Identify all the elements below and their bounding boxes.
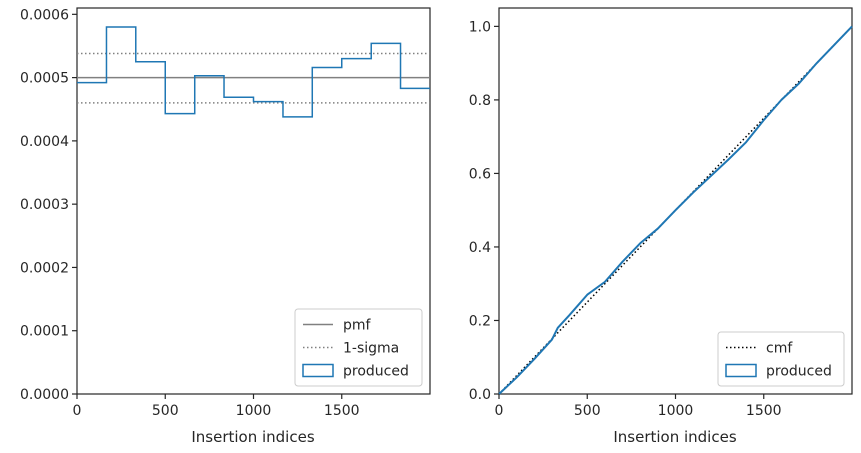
x-axis-label: Insertion indices <box>613 428 736 446</box>
y-tick-label: 0.4 <box>469 240 491 256</box>
legend-swatch-produced <box>302 363 334 378</box>
x-tick-label: 1500 <box>324 403 360 419</box>
legend-label-produced: produced <box>766 364 832 380</box>
x-tick-label: 0 <box>495 403 504 419</box>
legend-label-pmf: pmf <box>343 318 372 334</box>
histogram-step <box>77 26 430 118</box>
legend-box <box>294 308 423 387</box>
x-tick-label: 500 <box>152 403 179 419</box>
y-tick-label: 0.0005 <box>20 71 69 87</box>
x-tick-label: 1000 <box>236 403 272 419</box>
x-tick-label: 0 <box>73 403 82 419</box>
legend: cmf produced <box>717 331 845 387</box>
y-tick-label: 0.0001 <box>20 324 69 340</box>
legend-label-cmf: cmf <box>766 341 793 357</box>
y-tick-label: 0.8 <box>469 93 491 109</box>
x-axis-label: Insertion indices <box>191 428 314 446</box>
histogram-group <box>77 26 430 118</box>
y-tick-label: 0.0002 <box>20 260 69 276</box>
cmf-chart: 0 500 1000 1500 0.0 0.2 0.4 0.6 0.8 1.0 Insertio… <box>469 7 853 446</box>
y-ticks: 0.0000 0.0001 0.0002 0.0003 0.0004 0.0005 0.00… <box>20 7 77 403</box>
y-tick-label: 0.0004 <box>20 134 69 150</box>
sigma-lines <box>77 52 430 104</box>
legend: pmf 1-sigma produced <box>294 308 423 387</box>
y-tick-label: 0.0006 <box>20 7 69 23</box>
y-tick-label: 0.6 <box>469 166 491 182</box>
y-tick-label: 0.0003 <box>20 197 69 213</box>
pmf-chart: 0 500 1000 1500 0.00000.00010.00020.00030.0… <box>20 7 431 446</box>
legend-label-1-sigma: 1-sigma <box>343 341 399 357</box>
x-ticks: 0 500 1000 1500 <box>73 394 360 419</box>
y-tick-label: 0.0000 <box>20 387 69 403</box>
x-tick-label: 1500 <box>746 403 782 419</box>
legend-box <box>717 331 845 387</box>
x-tick-label: 500 <box>574 403 601 419</box>
produced-line <box>498 25 853 395</box>
legend-swatch-produced <box>725 363 757 378</box>
y-tick-label: 1.0 <box>469 19 491 35</box>
y-tick-label: 0.0 <box>469 387 491 403</box>
produced-line-group <box>498 25 853 395</box>
y-ticks: 0.0 0.2 0.4 0.6 0.8 1.0 <box>469 19 499 403</box>
legend-label-produced: produced <box>343 364 409 380</box>
y-tick-label: 0.2 <box>469 313 491 329</box>
x-ticks: 0 500 1000 1500 <box>495 394 782 419</box>
x-tick-label: 1000 <box>658 403 694 419</box>
